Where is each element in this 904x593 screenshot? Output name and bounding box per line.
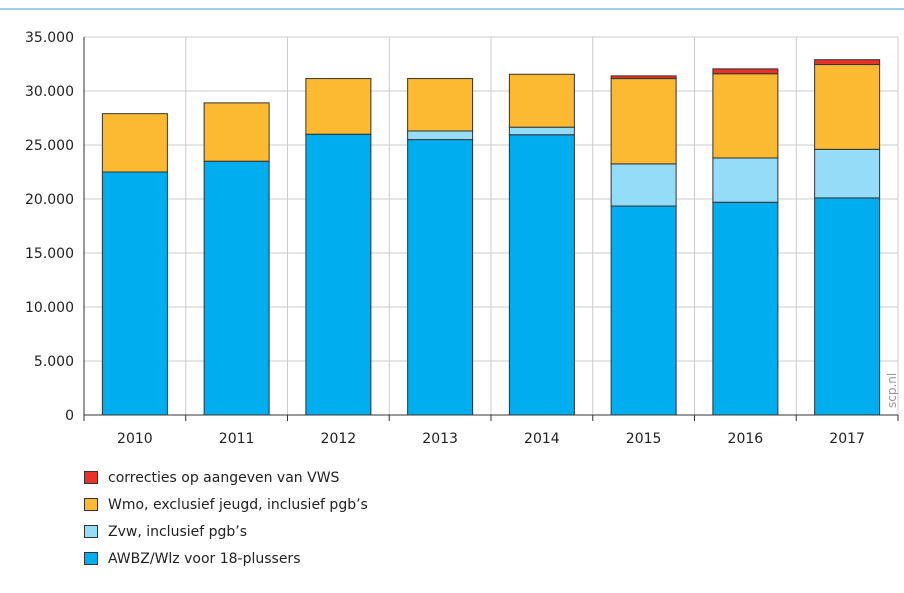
bar-segment — [712, 201, 779, 416]
legend-label: Zvw, inclusief pgb’s — [108, 523, 248, 540]
bar-segment — [814, 59, 881, 66]
x-tick-label: 2015 — [626, 431, 662, 447]
bar-segment — [305, 78, 372, 135]
bar-segment — [407, 130, 474, 141]
x-tick-label: 2016 — [728, 431, 764, 447]
legend-item: Wmo, exclusief jeugd, inclusief pgb’s — [84, 491, 368, 518]
y-tick-label: 30.000 — [25, 84, 74, 100]
legend-label: AWBZ/Wlz voor 18-plussers — [108, 550, 301, 567]
legend-swatch — [84, 525, 98, 538]
y-tick-label: 5.000 — [34, 354, 74, 370]
bar-segment — [203, 102, 270, 162]
x-tick-label: 2011 — [219, 431, 255, 447]
y-tick-label: 15.000 — [25, 246, 74, 262]
bar-segment — [712, 73, 779, 159]
bar-segment — [407, 139, 474, 416]
bar-segment — [610, 163, 677, 207]
bar-segment — [101, 171, 168, 416]
legend-swatch — [84, 471, 98, 484]
legend-label: Wmo, exclusief jeugd, inclusief pgb’s — [108, 496, 368, 513]
bar-segment — [508, 134, 575, 416]
bar-segment — [610, 75, 677, 80]
legend-swatch — [84, 552, 98, 565]
axis-layer — [83, 37, 899, 421]
legend-item: Zvw, inclusief pgb’s — [84, 518, 368, 545]
bar-segment — [305, 133, 372, 416]
legend: correcties op aangeven van VWS Wmo, exclu… — [84, 464, 368, 572]
y-tick-labels: 0 5.000 10.000 15.000 20.000 25.000 30.000 35.0… — [25, 30, 74, 424]
bar-segment — [508, 73, 575, 128]
y-tick-label: 0 — [65, 408, 74, 424]
x-tick-label: 2017 — [829, 431, 865, 447]
bar-segment — [814, 148, 881, 199]
bar-segment — [203, 160, 270, 416]
bar-segment — [610, 78, 677, 165]
bar-segment — [101, 113, 168, 173]
y-tick-label: 35.000 — [25, 30, 74, 46]
bar-segment — [814, 64, 881, 150]
bar-segment — [712, 68, 779, 75]
bar-segment — [508, 126, 575, 136]
bar-segment — [610, 205, 677, 416]
y-tick-label: 20.000 — [25, 192, 74, 208]
legend-swatch — [84, 498, 98, 511]
legend-item: AWBZ/Wlz voor 18-plussers — [84, 545, 368, 572]
watermark: scp.nl — [885, 373, 899, 408]
x-tick-label: 2014 — [524, 431, 560, 447]
bar-segment — [712, 157, 779, 203]
legend-label: correcties op aangeven van VWS — [108, 469, 340, 486]
bars-layer — [101, 59, 881, 416]
x-tick-label: 2010 — [117, 431, 153, 447]
x-tick-labels: 2010 2011 2012 2013 2014 2015 2016 2017 — [117, 431, 865, 447]
bar-segment — [814, 197, 881, 416]
x-tick-label: 2013 — [422, 431, 458, 447]
y-tick-label: 25.000 — [25, 138, 74, 154]
legend-item: correcties op aangeven van VWS — [84, 464, 368, 491]
y-tick-label: 10.000 — [25, 300, 74, 316]
bar-segment — [407, 78, 474, 132]
x-tick-label: 2012 — [321, 431, 357, 447]
